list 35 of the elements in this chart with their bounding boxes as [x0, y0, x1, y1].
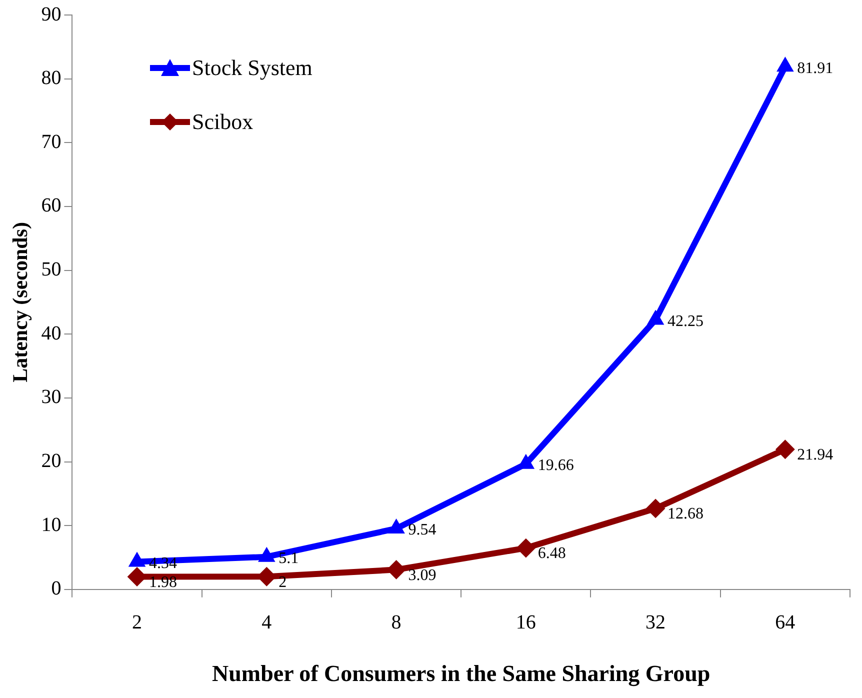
data-label: 81.91: [797, 60, 834, 77]
data-label: 3.09: [408, 566, 436, 584]
x-tick-label: 4: [262, 612, 272, 634]
y-tick-label: 0: [51, 578, 62, 600]
point: [776, 440, 795, 459]
y-tick-label: 80: [41, 67, 62, 90]
legend-label: Stock System: [192, 55, 312, 81]
x-tick-label: 8: [391, 612, 402, 634]
data-label: 2: [278, 574, 287, 591]
y-tick-label: 50: [41, 258, 62, 281]
point: [776, 57, 794, 72]
x-tick-label: 16: [516, 612, 536, 634]
point: [647, 310, 664, 325]
y-tick-label: 60: [41, 194, 62, 217]
y-tick-label: 10: [41, 514, 62, 536]
data-label: 19.66: [538, 457, 574, 474]
data-label: 9.54: [408, 522, 436, 539]
y-tick-label: 70: [41, 130, 62, 153]
x-tick-label: 32: [646, 612, 666, 634]
y-tick-label: 30: [41, 386, 62, 408]
data-label: 6.48: [538, 545, 566, 562]
y-axis-title: Latency (seconds): [8, 222, 32, 382]
x-tick-label: 2: [132, 612, 142, 634]
x-tick-label: 64: [775, 612, 796, 634]
data-label: 21.94: [797, 446, 834, 464]
point: [646, 498, 666, 518]
y-tick-label: 90: [41, 3, 62, 26]
data-label: 42.25: [668, 312, 704, 330]
legend-label: Scibox: [192, 109, 254, 135]
data-label: 12.68: [668, 506, 704, 523]
point: [516, 538, 536, 558]
x-axis-title: Number of Consumers in the Same Sharing Group: [212, 661, 710, 688]
y-tick-label: 40: [41, 322, 62, 344]
y-tick-label: 20: [41, 450, 62, 472]
data-label: 5.1: [278, 550, 299, 568]
